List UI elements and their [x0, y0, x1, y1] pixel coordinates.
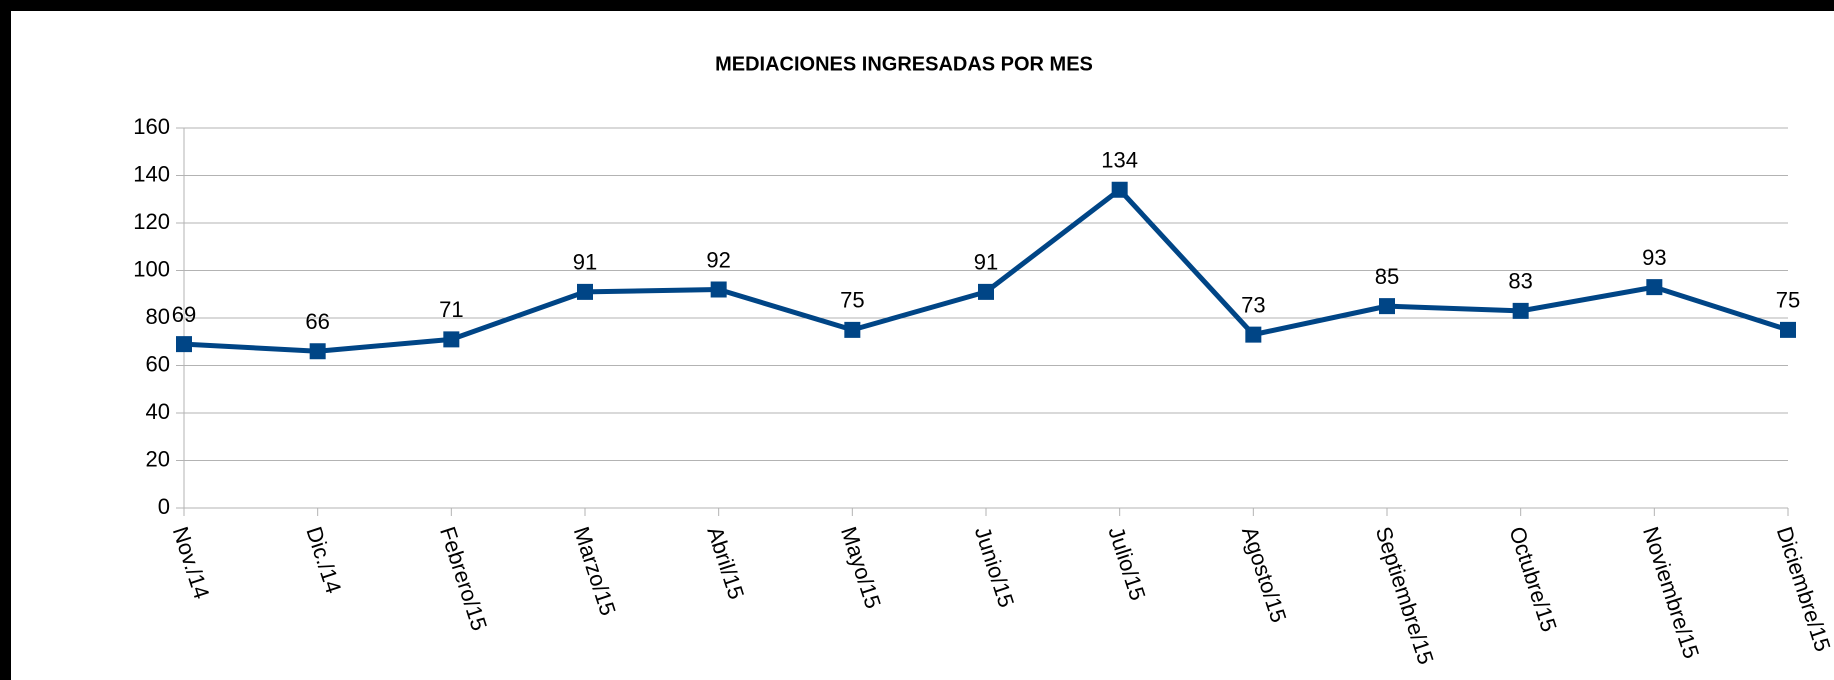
data-label: 66 — [305, 309, 329, 334]
marker — [1245, 326, 1262, 343]
data-label: 71 — [439, 297, 463, 322]
data-label: 69 — [172, 302, 196, 327]
marker — [577, 283, 593, 300]
frame-left — [0, 0, 11, 680]
data-label: 134 — [1101, 148, 1138, 173]
y-tick-label: 120 — [133, 209, 170, 234]
data-label: 75 — [1776, 288, 1800, 313]
y-tick-label: 60 — [146, 351, 170, 376]
y-tick-label: 40 — [146, 399, 170, 424]
y-tick-label: 100 — [133, 256, 170, 281]
marker — [844, 321, 861, 338]
marker — [309, 343, 326, 360]
marker — [1111, 181, 1128, 198]
data-label: 92 — [706, 247, 730, 272]
data-label: 73 — [1241, 292, 1265, 317]
marker — [1646, 279, 1663, 296]
data-label: 91 — [573, 250, 597, 275]
marker — [1379, 298, 1395, 315]
marker — [1512, 302, 1529, 319]
y-tick-label: 140 — [133, 161, 170, 186]
marker — [710, 281, 727, 298]
marker — [443, 331, 460, 348]
marker — [176, 336, 192, 353]
data-label: 91 — [974, 250, 998, 275]
data-label: 93 — [1642, 245, 1666, 270]
data-label: 75 — [840, 288, 864, 313]
y-tick-label: 0 — [158, 494, 170, 519]
marker — [1780, 321, 1796, 338]
chart-title: MEDIACIONES INGRESADAS POR MES — [715, 53, 1093, 75]
frame-top — [0, 0, 1834, 11]
data-label: 85 — [1375, 264, 1399, 289]
y-tick-label: 80 — [146, 304, 170, 329]
y-tick-label: 160 — [133, 114, 170, 139]
y-tick-label: 20 — [146, 446, 170, 471]
marker — [978, 283, 994, 300]
data-label: 83 — [1508, 269, 1532, 294]
